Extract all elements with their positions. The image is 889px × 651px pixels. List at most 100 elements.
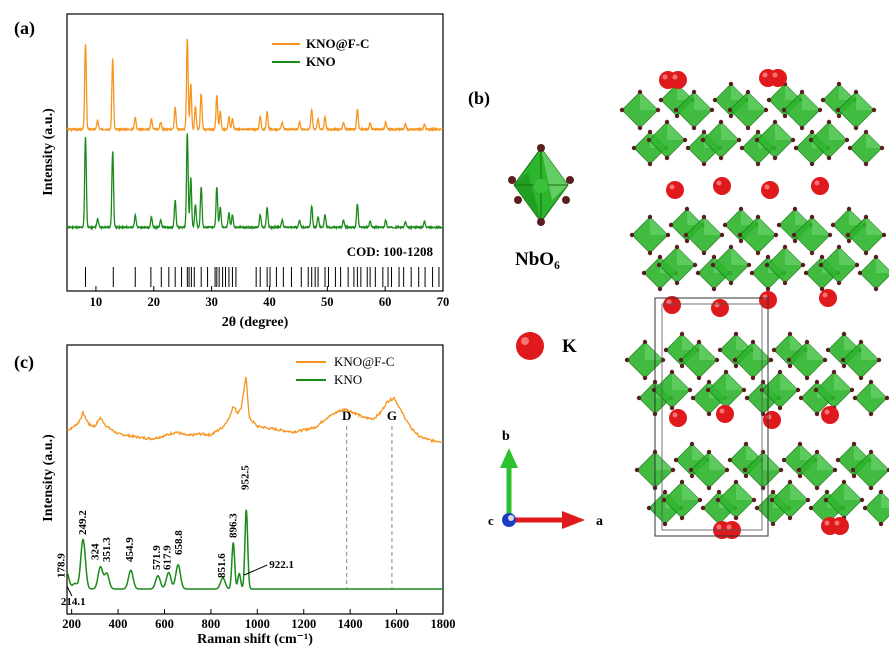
a-axis-label: a xyxy=(596,514,603,529)
potassium-atom xyxy=(713,177,731,195)
raman-x-tick-label: 400 xyxy=(109,617,128,631)
potassium-atom xyxy=(763,411,781,429)
xrd-reference-label: COD: 100-1208 xyxy=(347,244,434,259)
raman-series-line-kno xyxy=(66,509,443,590)
raman-chart: 200 400 600 800 1000 1200 1400 1600 1800 D G 178.9… xyxy=(41,344,456,647)
nb-octahedron xyxy=(629,214,671,256)
a-axis-arrow-icon xyxy=(562,511,585,529)
xrd-x-tick-label: 70 xyxy=(437,295,450,309)
nbo6-label: NbO₆ xyxy=(515,249,560,270)
nb-octahedron xyxy=(700,119,742,161)
c-axis-label: c xyxy=(488,513,494,528)
potassium-atom xyxy=(666,181,684,199)
nb-octahedron xyxy=(791,214,833,256)
nb-octahedron xyxy=(661,479,703,521)
raman-x-tick-label: 1000 xyxy=(245,617,270,631)
raman-x-axis-label: Raman shift (cm⁻¹) xyxy=(197,632,313,647)
xrd-series-line-kno xyxy=(66,133,444,231)
raman-y-axis-label: Intensity (a.u.) xyxy=(41,434,56,522)
potassium-atom xyxy=(769,69,787,87)
nb-octahedron xyxy=(754,119,796,161)
raman-peak-label: 178.9 xyxy=(56,553,68,578)
nb-octahedron xyxy=(813,369,855,411)
xrd-x-axis-label: 2θ (degree) xyxy=(222,315,289,330)
potassium-atom xyxy=(761,181,779,199)
potassium-atom xyxy=(669,71,687,89)
raman-plot-frame xyxy=(66,344,444,615)
b-axis-arrow-icon xyxy=(500,448,518,468)
raman-x-tick-label: 600 xyxy=(155,617,174,631)
xrd-plot-frame xyxy=(66,13,444,292)
nb-octahedron xyxy=(786,339,828,381)
raman-band-label: D xyxy=(342,408,351,423)
nb-octahedron xyxy=(840,339,882,381)
nb-octahedron xyxy=(847,129,885,167)
potassium-atom xyxy=(716,405,734,423)
raman-series-line-kno-f-c xyxy=(66,376,444,444)
raman-x-tick-label: 1400 xyxy=(338,617,363,631)
nb-octahedron xyxy=(683,214,725,256)
raman-peak-label: 454.9 xyxy=(124,537,136,562)
nb-octahedron xyxy=(857,254,889,292)
nb-octahedron xyxy=(624,339,666,381)
potassium-atom xyxy=(711,299,729,317)
xrd-x-tick-label: 40 xyxy=(263,295,276,309)
nb-octahedron xyxy=(646,119,688,161)
raman-peak-arrow xyxy=(244,564,268,576)
potassium-atom xyxy=(663,296,681,314)
panel-label-a: (a) xyxy=(14,18,35,39)
nb-octahedron xyxy=(835,89,877,131)
nb-octahedron xyxy=(742,449,784,491)
raman-peak-label: 658.8 xyxy=(173,530,185,555)
lattice-view xyxy=(619,69,889,539)
nb-octahedron xyxy=(808,119,850,161)
raman-legend-kno: KNO xyxy=(334,372,362,387)
panel-label-b: (b) xyxy=(468,88,490,109)
nb-octahedron xyxy=(764,244,806,286)
xrd-legend-kno: KNO xyxy=(306,54,336,69)
nb-octahedron xyxy=(727,89,769,131)
raman-x-tick-label: 1200 xyxy=(291,617,316,631)
potassium-atom xyxy=(821,406,839,424)
raman-peak-label: 351.3 xyxy=(101,537,113,562)
raman-peak-label: 851.6 xyxy=(216,553,228,578)
xrd-legend-kno-f-c: KNO@F-C xyxy=(306,36,369,51)
nb-octahedron xyxy=(619,89,661,131)
xrd-x-tick-label: 20 xyxy=(148,295,161,309)
raman-x-tick-label: 800 xyxy=(202,617,221,631)
potassium-atom xyxy=(811,177,829,195)
nb-octahedron xyxy=(845,214,887,256)
nb-octahedron xyxy=(651,369,693,411)
xrd-y-axis-label: Intensity (a.u.) xyxy=(41,108,56,196)
nb-octahedron xyxy=(850,449,889,491)
b-axis-label: b xyxy=(502,429,510,444)
xrd-series-line-kno-f-c xyxy=(66,38,444,133)
raman-band-label: G xyxy=(387,408,397,423)
nb-octahedron xyxy=(737,214,779,256)
xrd-chart: 10 20 30 40 50 60 70 2θ (degree) Intensity (a.… xyxy=(41,13,450,330)
nb-octahedron xyxy=(823,479,865,521)
potassium-label: K xyxy=(562,336,577,357)
raman-x-tick-label: 1600 xyxy=(384,617,409,631)
crystal-structure-panel: NbO₆ K b a c xyxy=(488,69,889,539)
nb-octahedron xyxy=(678,339,720,381)
potassium-atom xyxy=(831,517,849,535)
raman-peak-label: 896.3 xyxy=(227,513,239,538)
raman-x-tick-label: 1800 xyxy=(431,617,456,631)
raman-x-tick-label: 200 xyxy=(62,617,81,631)
nb-octahedron xyxy=(796,449,838,491)
nb-octahedron xyxy=(710,244,752,286)
raman-peak-label: 214.1 xyxy=(61,596,86,608)
raman-peak-label: 571.9 xyxy=(151,545,163,570)
raman-peak-label: 922.1 xyxy=(269,559,294,571)
nb-octahedron xyxy=(781,89,823,131)
raman-peak-label: 617.9 xyxy=(162,545,174,570)
raman-peak-label: 952.5 xyxy=(239,465,251,490)
potassium-atom-icon xyxy=(516,332,544,360)
raman-peak-label: 249.2 xyxy=(77,510,89,535)
nbo6-octahedron-icon xyxy=(508,144,574,226)
potassium-atom xyxy=(669,409,687,427)
axes-triad: b a c xyxy=(488,429,603,529)
raman-legend-kno-f-c: KNO@F-C xyxy=(334,354,394,369)
